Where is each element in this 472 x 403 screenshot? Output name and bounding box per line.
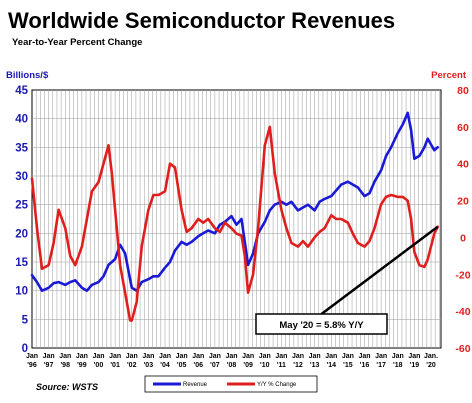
x-tick-year: '20	[426, 362, 436, 369]
left-tick-label: 25	[15, 200, 28, 212]
x-tick-month: Jan	[192, 353, 204, 360]
x-tick-month: Jan	[59, 353, 71, 360]
x-tick-month: Jan	[375, 353, 387, 360]
x-tick-year: '97	[44, 362, 54, 369]
x-tick-year: '02	[127, 362, 137, 369]
right-tick-label: -60	[455, 343, 470, 355]
x-tick-year: '04	[160, 362, 170, 369]
left-tick-label: 5	[22, 314, 29, 326]
right-axis-title: Percent	[431, 70, 467, 81]
x-tick-year: '07	[210, 362, 220, 369]
x-tick-month: Jan	[159, 353, 171, 360]
right-tick-label: -20	[455, 269, 470, 281]
left-axis-ticks: 0 5 10 15 20 25 30 35 40 45	[15, 85, 28, 355]
x-tick-month: Jan	[209, 353, 221, 360]
x-tick-year: '99	[77, 362, 87, 369]
x-tick-month: Jan	[242, 353, 254, 360]
series-layer	[30, 111, 439, 322]
left-tick-label: 0	[22, 343, 28, 355]
x-tick-month: Jan	[358, 353, 370, 360]
legend-label-revenue: Revenue	[183, 382, 208, 388]
x-tick-month: Jan	[259, 353, 271, 360]
right-tick-label: 60	[457, 122, 469, 134]
left-tick-label: 45	[15, 85, 28, 97]
chart-subtitle: Year-to-Year Percent Change	[12, 37, 142, 48]
plot-area	[31, 89, 442, 349]
x-tick-month: Jan	[292, 353, 304, 360]
x-tick-month: Jan	[392, 353, 404, 360]
x-tick-year: '17	[376, 362, 386, 369]
x-tick-year: '06	[194, 362, 204, 369]
x-tick-month: Jan	[275, 353, 287, 360]
right-tick-label: 20	[457, 196, 469, 208]
x-tick-year: '09	[243, 362, 253, 369]
x-tick-year: '10	[260, 362, 270, 369]
right-axis-ticks: -60 -40 -20 0 20 40 60 80	[455, 85, 470, 355]
left-tick-label: 15	[15, 257, 28, 269]
source-note: Source: WSTS	[36, 382, 98, 392]
yoy-change-line	[30, 125, 439, 322]
legend: Revenue Y/Y % Change	[144, 375, 318, 393]
left-tick-label: 40	[15, 114, 28, 126]
x-tick-year: '14	[327, 362, 337, 369]
x-tick-year: '13	[310, 362, 320, 369]
x-tick-month: Jan	[76, 353, 88, 360]
x-tick-month: Jan	[408, 353, 420, 360]
right-tick-label: -40	[455, 306, 470, 318]
left-tick-label: 35	[15, 142, 28, 154]
x-tick-month: Jan	[176, 353, 188, 360]
legend-label-yoy: Y/Y % Change	[257, 382, 297, 388]
x-tick-month: Jan	[109, 353, 121, 360]
x-tick-year: '18	[393, 362, 403, 369]
chart-title: Worldwide Semiconductor Revenues	[8, 8, 395, 33]
left-tick-label: 30	[15, 171, 28, 183]
x-tick-year: '12	[293, 362, 303, 369]
left-tick-label: 20	[15, 228, 28, 240]
x-axis-ticks: Jan '96 Jan '97 Jan '98 Jan '99 Jan '00 Jan '01 Jan '…	[26, 353, 438, 369]
left-tick-label: 10	[15, 286, 28, 298]
x-tick-year: '01	[110, 362, 120, 369]
x-tick-month: Jan	[325, 353, 337, 360]
annotation: May '20 = 5.8% Y/Y	[255, 225, 439, 335]
x-tick-month: Jan	[225, 353, 237, 360]
x-tick-month: Jan	[142, 353, 154, 360]
x-tick-month: Jan	[26, 353, 38, 360]
x-tick-year: '15	[343, 362, 353, 369]
revenue-line	[30, 111, 439, 292]
x-tick-month: Jan	[43, 353, 55, 360]
x-tick-year: '05	[177, 362, 187, 369]
x-tick-year: '08	[227, 362, 237, 369]
x-tick-month: Jan.	[424, 353, 438, 360]
x-tick-month: Jan	[126, 353, 138, 360]
x-tick-year: '11	[277, 362, 286, 369]
x-tick-year: '16	[360, 362, 370, 369]
annotation-text: May '20 = 5.8% Y/Y	[279, 320, 364, 331]
x-tick-year: '19	[410, 362, 420, 369]
x-tick-year: '00	[94, 362, 104, 369]
left-axis-title: Billions/$	[6, 70, 49, 81]
x-tick-month: Jan	[342, 353, 354, 360]
right-tick-label: 0	[460, 232, 466, 244]
right-tick-label: 40	[457, 159, 469, 171]
x-tick-month: Jan	[92, 353, 104, 360]
annotation-pointer	[320, 225, 439, 315]
x-tick-year: '03	[144, 362, 154, 369]
x-tick-month: Jan	[309, 353, 321, 360]
right-tick-label: 80	[457, 85, 469, 97]
annotation-box	[255, 313, 388, 335]
x-tick-year: '96	[27, 362, 37, 369]
x-tick-year: '98	[61, 362, 71, 369]
